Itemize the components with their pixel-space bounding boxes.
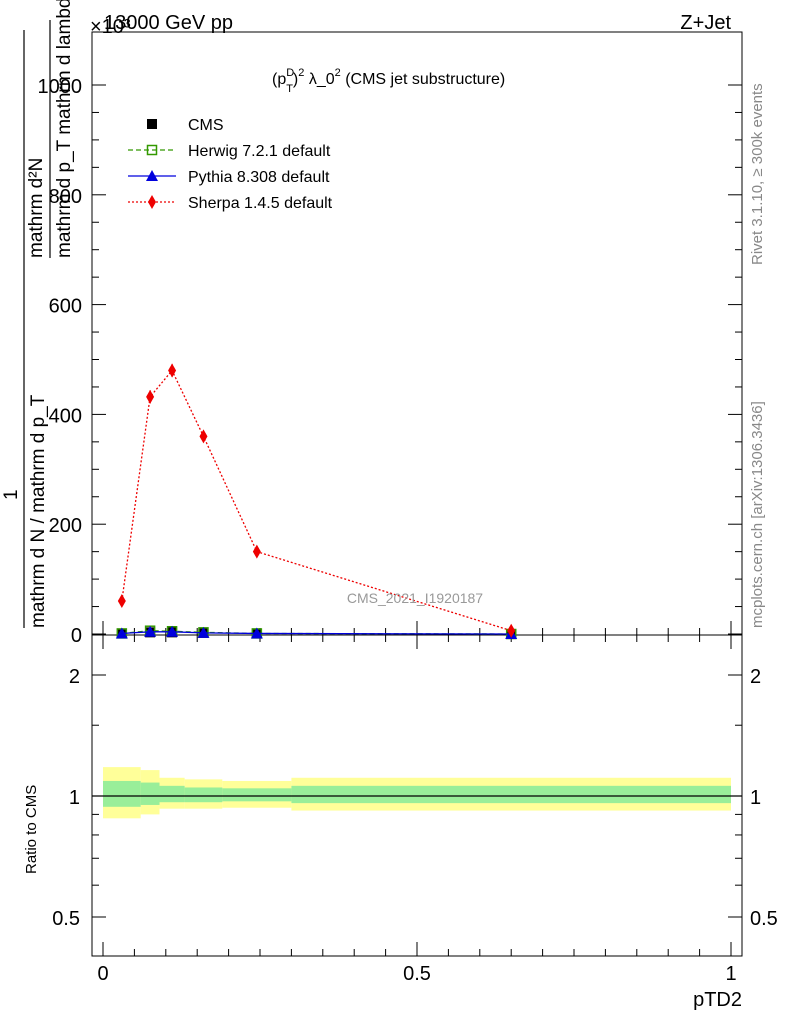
marker-sherpa	[117, 594, 126, 609]
legend-marker-pythia	[146, 170, 158, 181]
plot-title: (pD T)2 λ_02 (CMS jet substructure)	[272, 67, 505, 95]
marker-sherpa	[199, 429, 208, 444]
marker-pythia	[166, 625, 179, 637]
marker-pythia	[144, 625, 157, 637]
ratio-tick-label-left-0: 0.5	[52, 908, 80, 930]
legend-marker-cms	[147, 119, 157, 129]
axes-ticks: 0 200 400 600 800 1000 0 0.5 1 0.5 0.5 1 1 2 2	[38, 76, 778, 985]
x-axis-label: pTD2	[693, 989, 742, 1011]
y-label-top-denominator: mathrm d p_T mathrm d lambda	[54, 0, 75, 258]
series-sherpa	[117, 363, 516, 638]
ratio-band-inner-0	[103, 780, 141, 807]
watermark: CMS_2021_I1920187	[347, 590, 483, 606]
series-line-pythia	[121, 631, 512, 635]
ratio-tick-label-left-1: 1	[69, 787, 80, 809]
plot-title-sub-t: T	[286, 83, 293, 95]
ratio-uncertainty-bands	[103, 767, 731, 819]
ratio-tick-label-right-2: 2	[750, 666, 761, 688]
plot-title-desc: (CMS jet substructure)	[341, 71, 505, 88]
header-process: Z+Jet	[680, 12, 731, 34]
ratio-band-inner-1	[140, 782, 160, 805]
y-label-top-numerator: mathrm d²N	[26, 158, 47, 258]
ratio-band-inner-4	[222, 788, 292, 802]
y-tick-label-3: 600	[49, 296, 82, 318]
x-tick-label-1: 0.5	[403, 963, 431, 985]
y-tick-label-1: 200	[49, 515, 82, 537]
plot-title-sup-d: D	[286, 67, 294, 79]
y-axis-label: mathrm d²N mathrm d p_T mathrm d lambda …	[1, 0, 75, 628]
x-tick-label-0: 0	[97, 963, 108, 985]
header-energy: 13000 GeV pp	[104, 12, 233, 34]
ratio-band-inner-2	[159, 785, 185, 803]
x-tick-label-2: 1	[725, 963, 736, 985]
rivet-label: Rivet 3.1.10, ≥ 300k events	[749, 83, 766, 265]
plot-title-sup-2b: 2	[335, 67, 341, 79]
legend-label-pythia: Pythia 8.308 default	[188, 169, 330, 186]
marker-pythia	[197, 626, 210, 638]
y-tick-label-0: 0	[71, 625, 82, 647]
y-tick-label-4: 800	[49, 186, 82, 208]
legend-marker-herwig	[146, 144, 158, 156]
y-tick-label-5: 1000	[38, 76, 83, 98]
marker-sherpa	[146, 389, 155, 404]
y-label-bottom-numerator: 1	[1, 489, 22, 500]
plot-title-close: )	[293, 71, 298, 88]
y-label-bottom-denominator: mathrm d N / mathrm d p_T	[28, 394, 49, 628]
legend: CMS Herwig 7.2.1 default Pythia 8.308 defa…	[128, 117, 333, 212]
plot-title-sup-2: 2	[298, 67, 304, 79]
legend-label-cms: CMS	[188, 117, 224, 134]
legend-marker-sherpa	[148, 195, 156, 209]
mcplots-label: mcplots.cern.ch [arXiv:1306.3436]	[749, 401, 766, 628]
series-line-sherpa	[121, 369, 512, 632]
legend-label-sherpa: Sherpa 1.4.5 default	[188, 195, 333, 212]
data-series	[115, 363, 518, 640]
ratio-band-inner-5	[291, 785, 731, 804]
ratio-tick-label-right-0: 0.5	[750, 908, 778, 930]
legend-label-herwig: Herwig 7.2.1 default	[188, 143, 331, 160]
y-tick-label-2: 400	[49, 405, 82, 427]
marker-pythia	[115, 627, 128, 639]
ratio-tick-label-left-2: 2	[69, 666, 80, 688]
marker-sherpa	[168, 363, 177, 378]
marker-sherpa	[252, 544, 261, 559]
ratio-axis-label: Ratio to CMS	[23, 785, 40, 874]
plot-title-lambda: λ_0	[304, 71, 334, 88]
header-multiplier: ×10³	[90, 16, 131, 38]
marker-pythia	[250, 627, 263, 639]
ratio-tick-label-right-1: 1	[750, 787, 761, 809]
plot-title-p: (p	[272, 71, 286, 88]
ratio-band-inner-3	[184, 787, 223, 803]
marker-sherpa	[507, 623, 516, 638]
